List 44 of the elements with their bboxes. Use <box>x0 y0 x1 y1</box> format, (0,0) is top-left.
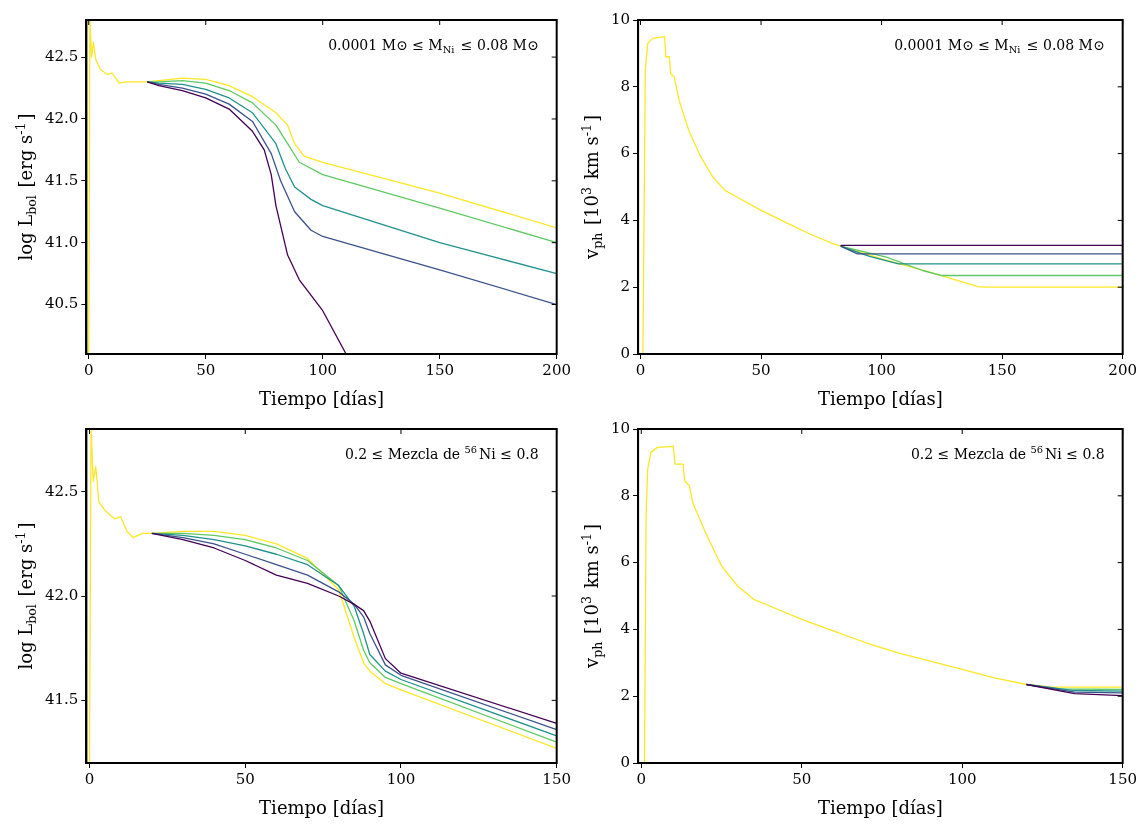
x-axis-title: Tiempo [días] <box>817 388 943 409</box>
x-tick-label: 150 <box>425 360 455 379</box>
x-axis-title: Tiempo [días] <box>259 797 384 818</box>
x-axis-title: Tiempo [días] <box>817 797 943 818</box>
y-tick-label: 8 <box>620 76 631 95</box>
y-tick-label: 40.5 <box>44 294 79 313</box>
x-tick-label: 50 <box>235 769 255 788</box>
y-tick-label: 6 <box>620 552 631 571</box>
x-tick-label: 100 <box>947 769 977 788</box>
x-tick-label: 50 <box>751 360 771 379</box>
x-tick-label: 50 <box>196 360 216 379</box>
x-tick-label: 0 <box>635 360 646 379</box>
y-tick-label: 10 <box>610 9 631 28</box>
x-tick-label: 0 <box>83 360 94 379</box>
x-tick-label: 100 <box>867 360 896 379</box>
y-tick-label: 42.5 <box>44 481 79 500</box>
x-tick-label: 150 <box>542 769 572 788</box>
y-tick-label: 42.5 <box>44 47 79 65</box>
x-tick-label: 150 <box>987 360 1017 379</box>
y-axis-title: vph [103 km s-1] <box>578 524 605 669</box>
x-axis-title: Tiempo [días] <box>259 388 384 409</box>
x-tick-label: 200 <box>1108 360 1138 379</box>
y-tick-label: 10 <box>610 418 631 437</box>
y-tick-label: 8 <box>620 485 631 504</box>
y-tick-label: 41.5 <box>44 690 79 709</box>
y-tick-label: 2 <box>620 277 631 296</box>
x-tick-label: 100 <box>386 769 416 788</box>
x-tick-label: 200 <box>542 360 572 379</box>
x-tick-label: 100 <box>308 360 338 379</box>
y-tick-label: 6 <box>620 143 631 162</box>
y-tick-label: 0 <box>620 343 631 362</box>
y-axis-title: vph [103 km s-1] <box>578 115 605 260</box>
y-tick-label: 41.5 <box>44 170 79 189</box>
x-tick-label: 0 <box>84 769 95 788</box>
y-tick-label: 42.0 <box>44 585 79 604</box>
y-tick-label: 41.0 <box>44 232 79 251</box>
y-tick-label: 4 <box>620 210 631 229</box>
x-tick-label: 0 <box>636 769 647 788</box>
x-tick-label: 50 <box>792 769 812 788</box>
y-tick-label: 42.0 <box>44 108 79 127</box>
y-tick-label: 4 <box>620 619 631 638</box>
y-tick-label: 2 <box>620 686 631 705</box>
y-tick-label: 0 <box>620 752 631 771</box>
x-tick-label: 150 <box>1108 769 1138 788</box>
